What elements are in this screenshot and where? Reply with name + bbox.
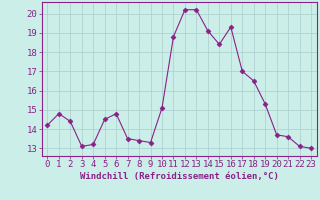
X-axis label: Windchill (Refroidissement éolien,°C): Windchill (Refroidissement éolien,°C) [80,172,279,181]
